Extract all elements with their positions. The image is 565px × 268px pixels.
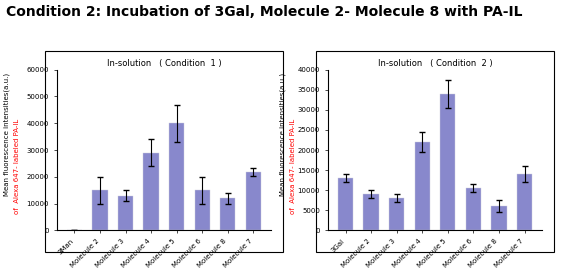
Bar [338, 178, 353, 230]
Bar [144, 153, 159, 230]
Bar [440, 94, 455, 230]
Text: Mean fluorescence intensities(a.u.): Mean fluorescence intensities(a.u.) [3, 72, 10, 196]
Bar [169, 123, 184, 230]
Title: In-solution   ( Condition  2 ): In-solution ( Condition 2 ) [378, 58, 492, 68]
Text: of  Alexa 647- labeled PA-IL: of Alexa 647- labeled PA-IL [290, 118, 295, 214]
Bar [492, 206, 507, 230]
Text: Condition 2: Incubation of 3Gal, Molecule 2- Molecule 8 with PA-IL: Condition 2: Incubation of 3Gal, Molecul… [6, 5, 522, 19]
Bar [246, 172, 261, 230]
Bar [466, 188, 481, 230]
Bar [389, 198, 405, 230]
Bar [517, 174, 532, 230]
Bar [363, 194, 379, 230]
Bar [220, 198, 236, 230]
Bar [415, 142, 430, 230]
Text: Mean fluorescence intensities(a.u.): Mean fluorescence intensities(a.u.) [279, 72, 286, 196]
Bar [118, 196, 133, 230]
Title: In-solution   ( Condition  1 ): In-solution ( Condition 1 ) [107, 58, 221, 68]
Bar [194, 190, 210, 230]
Text: of  Alexa 647- labeled PA-IL: of Alexa 647- labeled PA-IL [14, 118, 20, 214]
Bar [92, 190, 107, 230]
